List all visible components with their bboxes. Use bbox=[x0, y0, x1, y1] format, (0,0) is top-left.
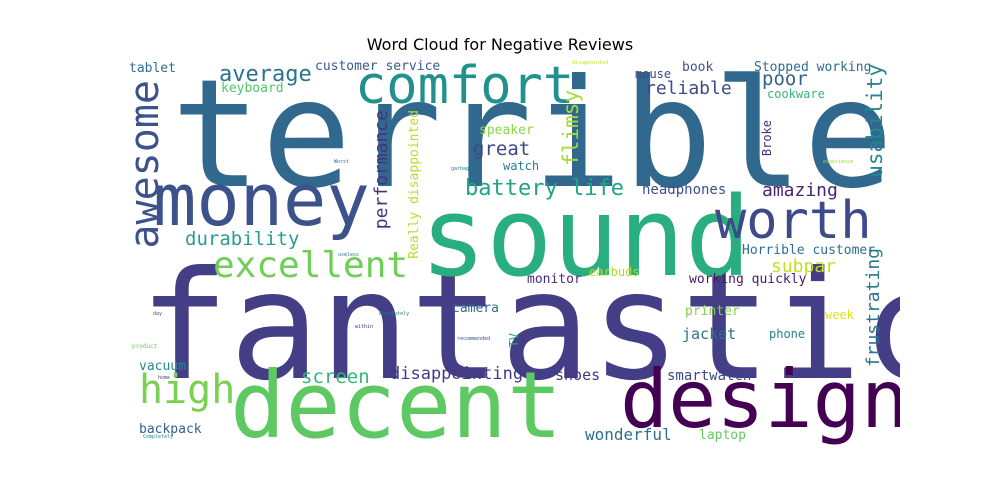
cloud-word: reliable bbox=[645, 78, 732, 99]
cloud-word: sound bbox=[420, 173, 752, 301]
cloud-word: keyboard bbox=[221, 81, 284, 96]
cloud-word: flimsy bbox=[559, 90, 583, 166]
cloud-word: home bbox=[158, 375, 171, 381]
cloud-word: disappointed bbox=[572, 60, 609, 66]
cloud-word: wonderful bbox=[585, 425, 672, 444]
cloud-word: high bbox=[139, 367, 236, 413]
cloud-word: Broke bbox=[760, 120, 774, 157]
cloud-word: fantastic bbox=[139, 240, 900, 414]
cloud-word: speaker bbox=[479, 123, 534, 138]
cloud-word: amazing bbox=[762, 180, 838, 201]
cloud-word: great bbox=[473, 138, 531, 160]
cloud-word: comfort bbox=[355, 60, 575, 116]
cloud-word: screen bbox=[301, 366, 370, 388]
cloud-word: watch bbox=[503, 159, 540, 173]
cloud-word: product bbox=[132, 343, 158, 350]
cloud-word: average bbox=[219, 62, 312, 87]
cloud-word: terrible bbox=[171, 60, 894, 222]
cloud-word: design bbox=[620, 353, 900, 446]
cloud-word: shoes bbox=[555, 366, 601, 384]
cloud-word: Worst bbox=[334, 159, 350, 165]
cloud-word: excellent bbox=[213, 245, 409, 286]
cloud-word: Absolutely bbox=[379, 311, 410, 317]
cloud-word: tablet bbox=[129, 61, 176, 76]
cloud-word: useless bbox=[338, 252, 360, 258]
cloud-word: jacket bbox=[682, 325, 737, 343]
cloud-word: book bbox=[682, 60, 714, 75]
cloud-word: durability bbox=[185, 228, 300, 250]
cloud-word: performance bbox=[371, 110, 392, 230]
cloud-word: usability bbox=[863, 64, 887, 178]
cloud-word: backpack bbox=[139, 422, 202, 437]
cloud-word: garbage bbox=[451, 166, 473, 172]
cloud-word: Really disappointed bbox=[407, 110, 422, 259]
cloud-word: mouse bbox=[635, 67, 672, 81]
cloud-word: earbuds bbox=[589, 265, 640, 279]
cloud-word: customer service bbox=[315, 60, 441, 74]
cloud-word: Stopped working bbox=[754, 60, 872, 75]
cloud-word: laptop bbox=[699, 428, 746, 443]
word-cloud: terrible fantastic sound decent design money c… bbox=[125, 60, 900, 450]
cloud-word: phone bbox=[769, 327, 806, 341]
cloud-word: day bbox=[153, 311, 163, 317]
cloud-word: money bbox=[153, 158, 370, 242]
cloud-word: vacuum bbox=[139, 359, 186, 374]
cloud-word: Completely bbox=[143, 434, 174, 440]
cloud-word: subpar bbox=[771, 256, 837, 277]
cloud-word: poor bbox=[762, 68, 808, 90]
cloud-word: monitor bbox=[527, 272, 582, 287]
cloud-word: working quickly bbox=[689, 272, 807, 287]
cloud-word: printer bbox=[685, 304, 740, 319]
cloud-word: recommended bbox=[457, 336, 491, 342]
cloud-word: cookware bbox=[767, 87, 825, 101]
cloud-word: experience bbox=[823, 159, 854, 165]
cloud-word: decent bbox=[230, 352, 563, 451]
cloud-word: within bbox=[355, 324, 374, 330]
cloud-word: battery life bbox=[465, 176, 624, 201]
cloud-word: frustrating bbox=[863, 248, 884, 368]
cloud-word: camera bbox=[452, 301, 499, 316]
cloud-word: TV bbox=[507, 333, 521, 348]
cloud-word: week bbox=[825, 308, 854, 322]
cloud-word: disappointing bbox=[390, 364, 524, 384]
cloud-word: awesome bbox=[125, 80, 168, 249]
cloud-word: worth bbox=[715, 191, 872, 251]
cloud-word: headphones bbox=[642, 182, 727, 198]
figure-title: Word Cloud for Negative Reviews bbox=[366, 35, 634, 54]
cloud-word: smartwatch bbox=[667, 368, 752, 384]
cloud-word: Horrible customer bbox=[742, 243, 876, 258]
